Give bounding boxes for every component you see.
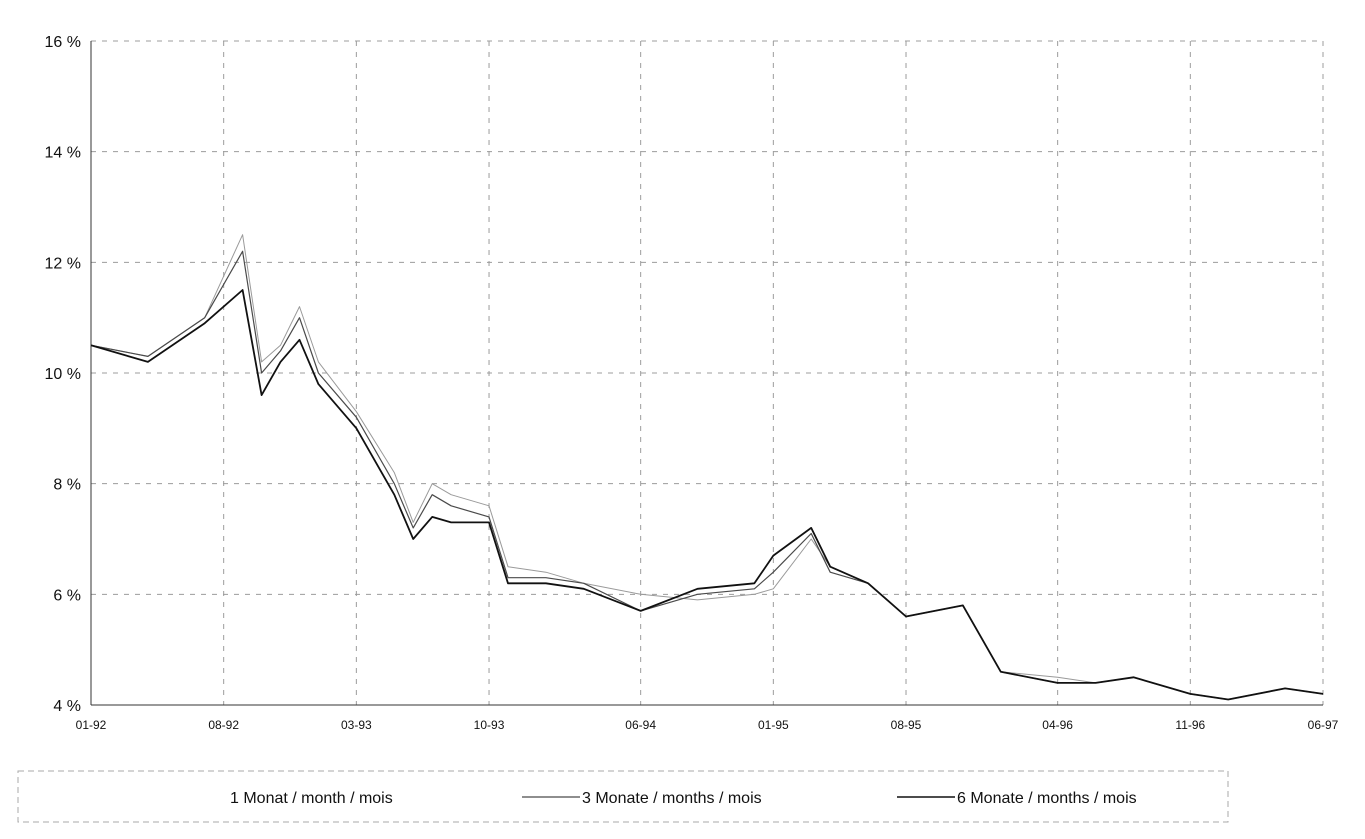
- series-line-2: [90, 250, 1324, 701]
- series-group: [90, 234, 1324, 701]
- x-tick-label: 01-95: [758, 718, 789, 732]
- x-tick-label: 11-96: [1175, 718, 1205, 732]
- grid: [91, 40, 1324, 705]
- x-tick-label: 04-96: [1042, 718, 1073, 732]
- legend-box: [17, 770, 1229, 823]
- y-tick-label: 8 %: [53, 477, 81, 494]
- x-tick-label: 06-97: [1308, 718, 1339, 732]
- legend-label-1: 1 Monat / month / mois: [230, 790, 393, 807]
- series-line-1: [90, 234, 1324, 700]
- x-tick-label: 10-93: [474, 718, 505, 732]
- y-tick-label: 6 %: [53, 587, 81, 604]
- y-axis: 4 % 6 % 8 % 10 % 12 % 14 % 16 %: [45, 34, 81, 715]
- x-tick-label: 01-92: [76, 718, 107, 732]
- x-tick-label: 06-94: [625, 718, 656, 732]
- y-tick-label: 4 %: [53, 698, 81, 715]
- legend: 1 Monat / month / mois 3 Monate / months…: [17, 770, 1229, 823]
- y-tick-label: 16 %: [45, 34, 81, 51]
- x-tick-label: 03-93: [341, 718, 372, 732]
- x-tick-label: 08-92: [208, 718, 239, 732]
- plot-frame: [90, 41, 1323, 706]
- x-axis: 01-92 08-92 03-93 10-93 06-94 01-95 08-95 04-96…: [76, 718, 1339, 732]
- legend-label-2: 3 Monate / months / mois: [582, 790, 762, 807]
- y-tick-label: 12 %: [45, 255, 81, 272]
- legend-label-3: 6 Monate / months / mois: [957, 790, 1137, 807]
- y-tick-label: 10 %: [45, 366, 81, 383]
- x-tick-label: 08-95: [891, 718, 922, 732]
- series-line-3: [90, 289, 1324, 701]
- y-tick-label: 14 %: [45, 145, 81, 162]
